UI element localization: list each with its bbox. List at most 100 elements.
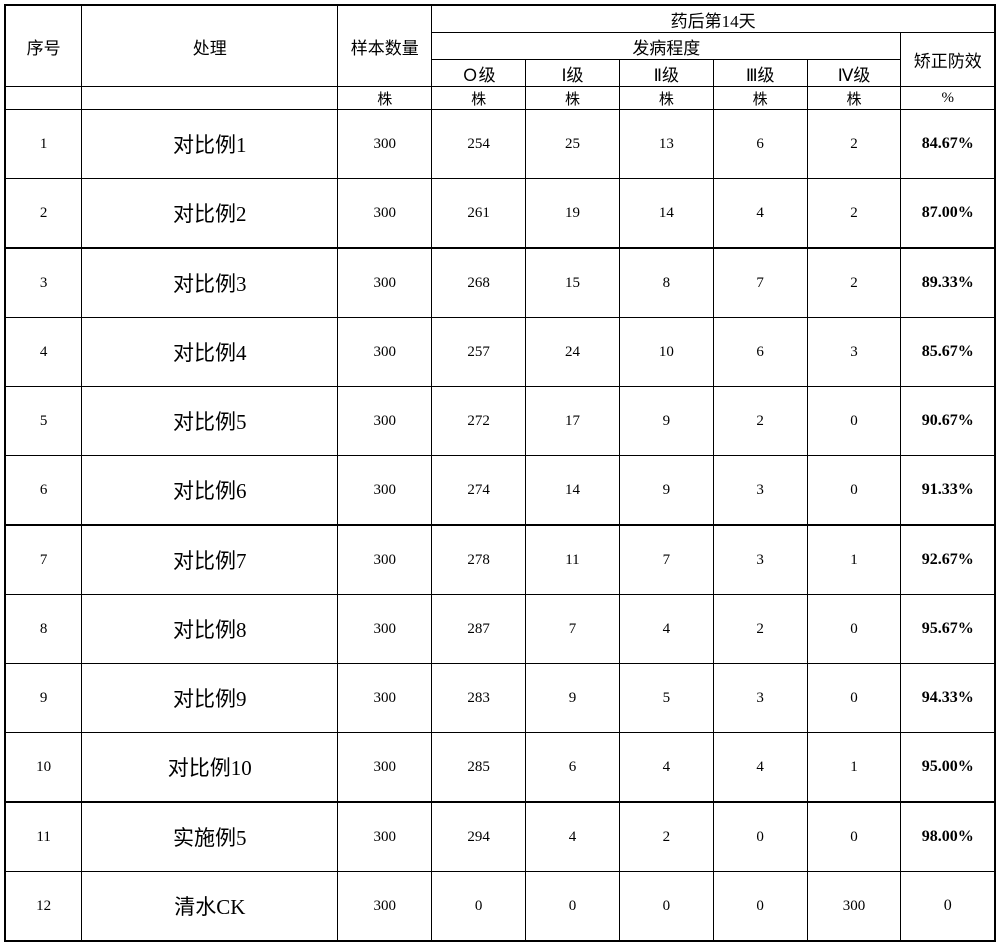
sample-cell: 300 <box>338 525 432 595</box>
grade4-cell: 1 <box>807 733 901 803</box>
sample-cell: 300 <box>338 595 432 664</box>
efficacy-cell: 85.67% <box>901 318 995 387</box>
treatment-cell: 对比例3 <box>82 248 338 318</box>
treatment-cell: 对比例6 <box>82 456 338 526</box>
col-day14-header: 药后第14天 <box>432 5 995 33</box>
grade4-cell: 0 <box>807 664 901 733</box>
treatment-cell: 对比例9 <box>82 664 338 733</box>
unit-eff: % <box>901 87 995 110</box>
efficacy-cell: 90.67% <box>901 387 995 456</box>
treatment-cell: 对比例10 <box>82 733 338 803</box>
treatment-cell: 清水CK <box>82 872 338 942</box>
table-body: 1对比例130025425136284.67%2对比例2300261191442… <box>5 110 995 942</box>
grade1-cell: 11 <box>526 525 620 595</box>
grade1-cell: 4 <box>526 802 620 872</box>
seq-cell: 12 <box>5 872 82 942</box>
grade3-cell: 0 <box>713 872 807 942</box>
efficacy-cell: 94.33% <box>901 664 995 733</box>
table-row: 12清水CK30000003000 <box>5 872 995 942</box>
grade0-cell: 254 <box>432 110 526 179</box>
table-row: 6对比例63002741493091.33% <box>5 456 995 526</box>
grade1-cell: 24 <box>526 318 620 387</box>
efficacy-cell: 87.00% <box>901 179 995 249</box>
efficacy-cell: 95.00% <box>901 733 995 803</box>
grade3-cell: 4 <box>713 179 807 249</box>
grade0-cell: 261 <box>432 179 526 249</box>
grade3-cell: 2 <box>713 595 807 664</box>
grade1-cell: 14 <box>526 456 620 526</box>
treatment-cell: 实施例5 <box>82 802 338 872</box>
sample-cell: 300 <box>338 318 432 387</box>
treatment-cell: 对比例4 <box>82 318 338 387</box>
col-severity-header: 发病程度 <box>432 33 901 60</box>
grade3-cell: 4 <box>713 733 807 803</box>
table-row: 10对比例10300285644195.00% <box>5 733 995 803</box>
grade0-cell: 272 <box>432 387 526 456</box>
unit-seq <box>5 87 82 110</box>
sample-cell: 300 <box>338 110 432 179</box>
treatment-cell: 对比例1 <box>82 110 338 179</box>
grade0-cell: 283 <box>432 664 526 733</box>
grade0-cell: 294 <box>432 802 526 872</box>
grade0-cell: 268 <box>432 248 526 318</box>
seq-cell: 8 <box>5 595 82 664</box>
grade1-cell: 17 <box>526 387 620 456</box>
grade1-cell: 19 <box>526 179 620 249</box>
grade2-cell: 7 <box>619 525 713 595</box>
seq-cell: 1 <box>5 110 82 179</box>
col-grade1-header: Ⅰ级 <box>526 60 620 87</box>
sample-cell: 300 <box>338 733 432 803</box>
seq-cell: 9 <box>5 664 82 733</box>
sample-cell: 300 <box>338 248 432 318</box>
col-grade4-header: Ⅳ级 <box>807 60 901 87</box>
treatment-cell: 对比例7 <box>82 525 338 595</box>
seq-cell: 4 <box>5 318 82 387</box>
seq-cell: 3 <box>5 248 82 318</box>
sample-cell: 300 <box>338 872 432 942</box>
seq-cell: 2 <box>5 179 82 249</box>
grade0-cell: 257 <box>432 318 526 387</box>
grade3-cell: 0 <box>713 802 807 872</box>
table-row: 11实施例5300294420098.00% <box>5 802 995 872</box>
unit-g0: 株 <box>432 87 526 110</box>
table-row: 9对比例9300283953094.33% <box>5 664 995 733</box>
seq-cell: 6 <box>5 456 82 526</box>
table-row: 5对比例53002721792090.67% <box>5 387 995 456</box>
grade4-cell: 2 <box>807 110 901 179</box>
grade4-cell: 0 <box>807 802 901 872</box>
unit-g3: 株 <box>713 87 807 110</box>
table-header: 序号 处理 样本数量 药后第14天 发病程度 矫正防效 Ｏ级 Ⅰ级 Ⅱ级 Ⅲ级 … <box>5 5 995 110</box>
col-seq-header: 序号 <box>5 5 82 87</box>
grade2-cell: 14 <box>619 179 713 249</box>
unit-g4: 株 <box>807 87 901 110</box>
grade4-cell: 0 <box>807 387 901 456</box>
col-sample-header: 样本数量 <box>338 5 432 87</box>
col-grade0-header: Ｏ级 <box>432 60 526 87</box>
grade1-cell: 6 <box>526 733 620 803</box>
unit-g1: 株 <box>526 87 620 110</box>
grade4-cell: 0 <box>807 456 901 526</box>
grade3-cell: 7 <box>713 248 807 318</box>
unit-sample: 株 <box>338 87 432 110</box>
efficacy-cell: 89.33% <box>901 248 995 318</box>
grade1-cell: 7 <box>526 595 620 664</box>
grade2-cell: 10 <box>619 318 713 387</box>
grade2-cell: 8 <box>619 248 713 318</box>
col-efficacy-header: 矫正防效 <box>901 33 995 87</box>
grade2-cell: 4 <box>619 733 713 803</box>
table-row: 4对比例430025724106385.67% <box>5 318 995 387</box>
grade2-cell: 13 <box>619 110 713 179</box>
sample-cell: 300 <box>338 664 432 733</box>
efficacy-cell: 92.67% <box>901 525 995 595</box>
sample-cell: 300 <box>338 387 432 456</box>
efficacy-cell: 91.33% <box>901 456 995 526</box>
grade4-cell: 0 <box>807 595 901 664</box>
grade0-cell: 0 <box>432 872 526 942</box>
grade0-cell: 285 <box>432 733 526 803</box>
grade0-cell: 278 <box>432 525 526 595</box>
sample-cell: 300 <box>338 179 432 249</box>
seq-cell: 11 <box>5 802 82 872</box>
efficacy-cell: 95.67% <box>901 595 995 664</box>
grade3-cell: 3 <box>713 664 807 733</box>
grade4-cell: 2 <box>807 179 901 249</box>
